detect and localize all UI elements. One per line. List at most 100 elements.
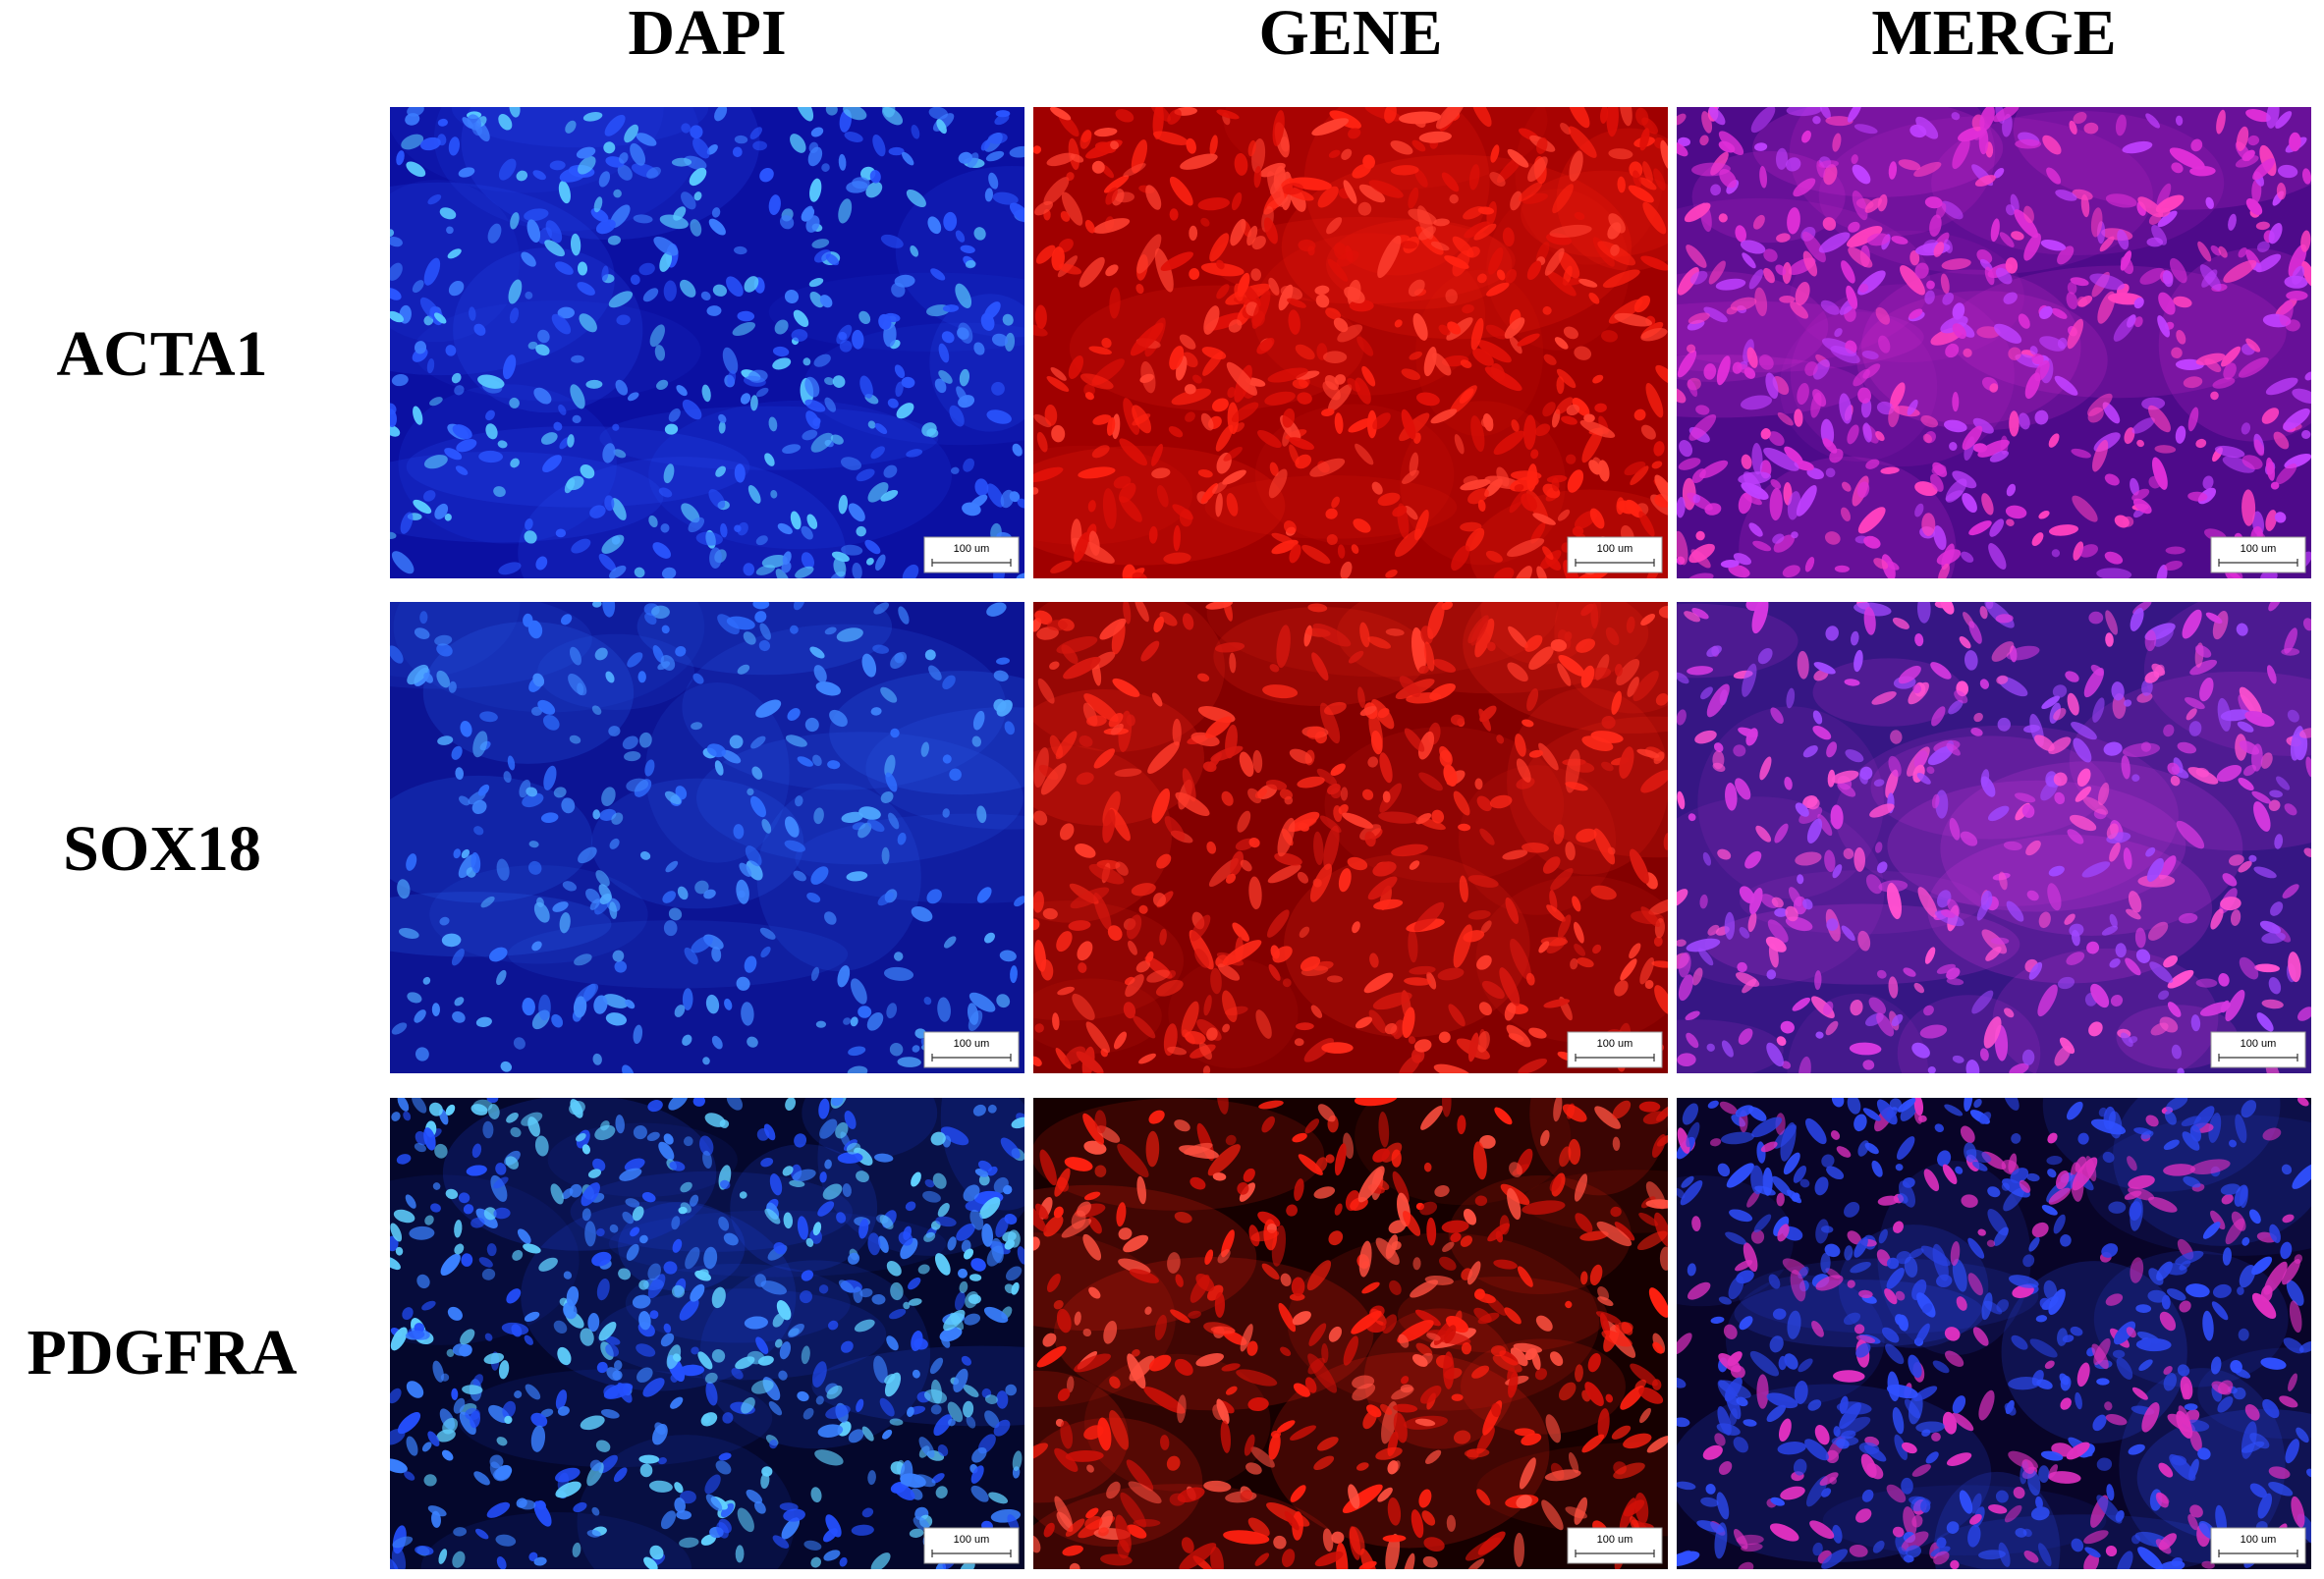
cell xyxy=(1390,165,1419,176)
cell xyxy=(2117,229,2130,250)
cell xyxy=(1865,459,1880,469)
cell xyxy=(1372,861,1397,877)
cell xyxy=(1222,990,1238,1023)
cell xyxy=(1151,467,1171,479)
cell xyxy=(1638,177,1657,191)
cell xyxy=(2148,1268,2164,1285)
cell xyxy=(1088,530,1100,556)
cell xyxy=(495,1534,517,1547)
cell xyxy=(551,313,572,335)
cell xyxy=(2245,198,2263,215)
cell xyxy=(1450,1232,1462,1243)
cell xyxy=(1924,196,1943,209)
cell xyxy=(1699,894,1708,909)
cell xyxy=(1462,304,1474,314)
cell xyxy=(1237,272,1250,298)
cell xyxy=(604,495,615,512)
cell xyxy=(2239,356,2269,378)
cell xyxy=(913,1516,930,1531)
cell xyxy=(1109,1376,1121,1388)
cell xyxy=(2237,721,2254,733)
cell xyxy=(967,152,979,168)
cell xyxy=(2189,1124,2201,1142)
cell xyxy=(540,432,558,445)
cell xyxy=(769,1439,778,1449)
cell xyxy=(1963,348,1972,357)
cell xyxy=(473,826,484,836)
cell xyxy=(1919,1024,1948,1039)
cell xyxy=(1677,1188,1686,1199)
cell xyxy=(1426,971,1437,990)
cell xyxy=(1775,264,1787,276)
cell xyxy=(1806,818,1823,844)
cell xyxy=(1472,1141,1487,1180)
cell xyxy=(460,1329,475,1345)
cell xyxy=(1251,290,1271,329)
cell xyxy=(689,167,707,187)
cell xyxy=(846,871,868,882)
cell xyxy=(1420,1105,1443,1130)
cell xyxy=(612,1370,623,1381)
cell xyxy=(1542,402,1556,417)
cell xyxy=(2026,1172,2040,1182)
cell xyxy=(1826,918,1839,931)
cell xyxy=(1565,782,1588,791)
cell xyxy=(1786,107,1823,117)
cell xyxy=(1448,1004,1466,1027)
cell xyxy=(708,489,726,509)
cell xyxy=(544,240,565,257)
cell xyxy=(2105,1413,2128,1426)
cell xyxy=(2109,957,2121,968)
cell xyxy=(1700,1497,1719,1507)
cell xyxy=(852,329,864,350)
cell xyxy=(1606,107,1619,137)
cell xyxy=(1987,1186,2001,1198)
cell xyxy=(1380,1403,1393,1415)
cell xyxy=(808,141,819,153)
cell xyxy=(2057,976,2075,990)
cell xyxy=(956,386,968,404)
cell xyxy=(1898,665,1921,684)
cell xyxy=(2008,347,2021,360)
cell xyxy=(1639,957,1655,985)
cell xyxy=(2008,1275,2039,1288)
cell xyxy=(1526,687,1539,712)
cell xyxy=(498,1360,510,1380)
cell xyxy=(1687,344,1696,354)
cell xyxy=(1351,1310,1382,1334)
cell xyxy=(2167,969,2194,989)
cell xyxy=(848,1046,866,1057)
cell xyxy=(1691,608,1709,620)
cell xyxy=(644,613,657,626)
cell xyxy=(1127,1524,1147,1539)
cell xyxy=(690,125,703,139)
cell xyxy=(856,1171,869,1183)
cell xyxy=(1412,1257,1421,1271)
cell xyxy=(2083,122,2099,135)
cell xyxy=(2034,359,2050,382)
cell xyxy=(495,1163,507,1175)
cell xyxy=(663,920,678,937)
cell xyxy=(971,735,982,747)
cell xyxy=(661,625,670,634)
cell xyxy=(1109,287,1121,319)
cell xyxy=(1909,308,1923,319)
cell xyxy=(2218,972,2230,987)
cell xyxy=(1659,1246,1668,1271)
cell xyxy=(1352,921,1360,934)
cell xyxy=(1528,749,1544,758)
cell xyxy=(1282,978,1292,988)
cell xyxy=(1367,756,1379,768)
cell xyxy=(2110,994,2124,1007)
cell xyxy=(836,1212,847,1224)
cell xyxy=(1572,398,1590,416)
cell xyxy=(570,233,581,256)
cell xyxy=(1290,1485,1306,1502)
cell xyxy=(1686,1121,1700,1148)
cell xyxy=(1128,940,1137,955)
cell xyxy=(504,1415,513,1425)
cell xyxy=(2053,772,2068,787)
cell xyxy=(1554,337,1569,350)
cell xyxy=(1974,175,1996,187)
cell xyxy=(1378,1112,1390,1148)
